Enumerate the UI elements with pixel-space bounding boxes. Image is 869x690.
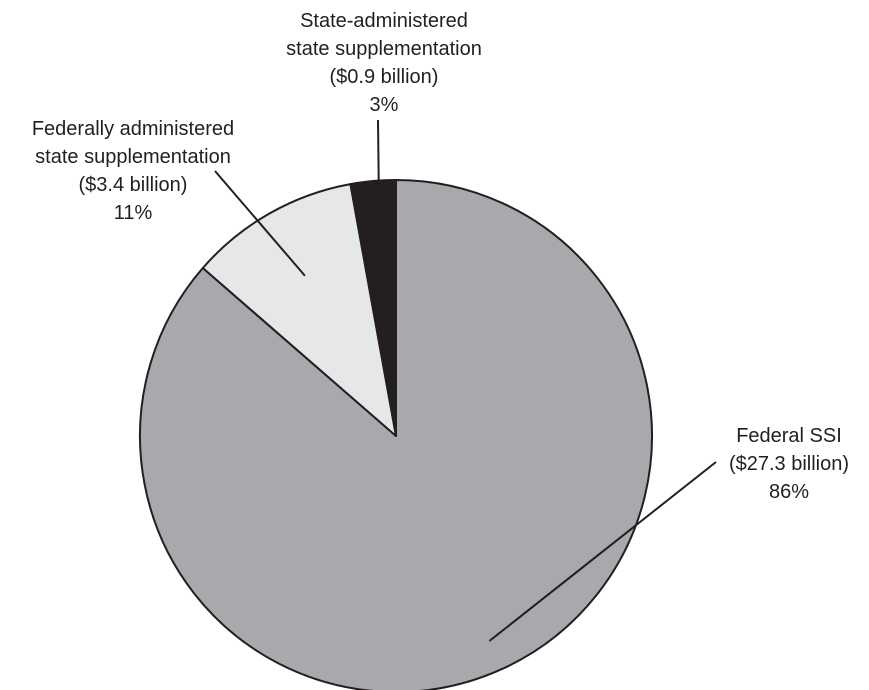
label-state-administered-amount: ($0.9 billion) [330,66,439,88]
slice-state-administered [349,179,397,437]
slice-federal-ssi [139,179,653,690]
label-state-administered: State-administered state supplementation… [286,10,482,116]
label-federally-administered-line2: state supplementation [35,146,231,168]
label-state-administered-percent: 3% [370,94,399,116]
leader-federal-ssi [488,461,717,642]
label-federal-ssi: Federal SSI ($27.3 billion) 86% [729,425,849,503]
label-federal-ssi-name: Federal SSI [736,425,842,447]
label-federally-administered: Federally administered state supplementa… [32,118,234,224]
leader-state-administered [377,119,381,253]
leader-lines [214,119,717,642]
pie-slices [139,179,653,690]
label-federally-administered-line1: Federally administered [32,118,234,140]
label-state-administered-line1: State-administered [300,10,468,32]
slice-federally-administered [201,183,397,437]
label-federally-administered-percent: 11% [114,202,153,224]
label-federal-ssi-amount: ($27.3 billion) [729,453,849,475]
label-federal-ssi-percent: 86% [769,481,809,503]
leader-federally-administered [214,170,306,277]
label-federally-administered-amount: ($3.4 billion) [79,174,188,196]
label-state-administered-line2: state supplementation [286,38,482,60]
